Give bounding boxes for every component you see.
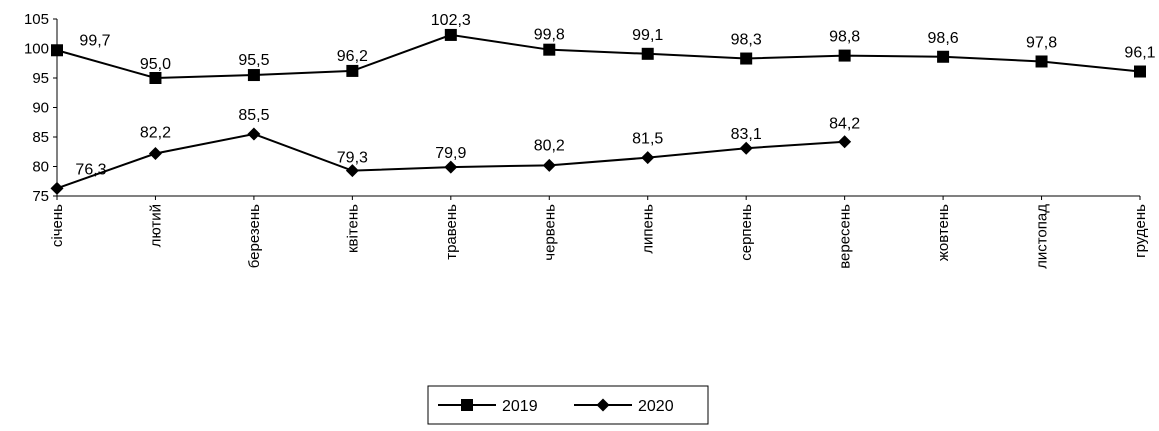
data-label-2020-6: 81,5: [632, 131, 663, 148]
series-line-2019: [56, 33, 1141, 80]
x-tick-label: жовтень: [935, 204, 952, 261]
data-point-2020-3: [345, 164, 359, 178]
series-group: [50, 28, 1146, 195]
data-point-2020-2: [247, 127, 261, 141]
data-point-2019-8: [838, 49, 851, 62]
data-point-2019-7: [740, 52, 753, 65]
data-label-2019-5: 99,8: [534, 27, 565, 44]
data-point-2019-2: [247, 69, 260, 82]
data-point-2019-9: [937, 50, 950, 63]
x-tick-label: грудень: [1132, 204, 1149, 258]
x-tick-label: лютий: [147, 204, 164, 247]
data-point-2019-6: [641, 47, 654, 60]
data-label-2020-4: 79,9: [435, 145, 466, 162]
legend-marker-2019: [461, 399, 473, 411]
axes: 75 80 85 90 95 100 105 січень лютий березень квіте…: [24, 11, 1149, 269]
y-tick-label: 95: [32, 70, 49, 87]
data-label-2020-5: 80,2: [534, 137, 565, 154]
data-point-2020-8: [838, 135, 852, 149]
x-tick-label: березень: [246, 204, 263, 268]
y-tick-label: 75: [32, 188, 49, 205]
x-tick-label: вересень: [837, 204, 854, 269]
data-point-2019-10: [1035, 55, 1048, 68]
data-point-2019-3: [346, 64, 359, 77]
x-tick-label: січень: [49, 204, 66, 247]
data-point-2020-5: [542, 158, 556, 172]
data-point-2019-5: [543, 43, 556, 56]
y-tick-label: 80: [32, 159, 49, 176]
data-point-2020-4: [444, 160, 458, 174]
data-labels: 99,7 95,0 95,5 96,2 102,3 99,8 99,1 98,3 98,8 98,…: [75, 12, 1155, 178]
data-label-2019-3: 96,2: [337, 48, 368, 65]
y-tick-label: 100: [24, 41, 49, 58]
data-label-2020-2: 85,5: [238, 107, 269, 124]
data-label-2019-1: 95,0: [140, 56, 171, 73]
legend-label-2019: 2019: [502, 398, 538, 415]
data-label-2019-11: 96,1: [1124, 45, 1155, 62]
data-label-2019-6: 99,1: [632, 27, 663, 44]
data-label-2019-8: 98,8: [829, 29, 860, 46]
data-point-2019-1: [149, 72, 162, 84]
x-tick-label: листопад: [1034, 204, 1051, 269]
data-label-2019-7: 98,3: [731, 32, 762, 49]
data-label-2020-7: 83,1: [731, 126, 762, 143]
legend-marker-2020: [596, 398, 610, 412]
data-point-2020-0: [50, 181, 64, 195]
data-point-2020-1: [148, 147, 162, 161]
data-label-2019-0: 99,7: [79, 32, 110, 49]
data-point-2020-7: [739, 141, 753, 155]
x-tick-label: червень: [541, 204, 558, 261]
x-tick-label: квітень: [344, 204, 361, 253]
data-label-2019-9: 98,6: [928, 30, 959, 47]
data-label-2019-10: 97,8: [1026, 34, 1057, 51]
y-tick-label: 90: [32, 100, 49, 117]
y-tick-label: 105: [24, 11, 49, 28]
data-label-2020-1: 82,2: [140, 125, 171, 142]
y-tick-label: 85: [32, 129, 49, 146]
data-label-2020-8: 84,2: [829, 116, 860, 133]
x-tick-label: липень: [640, 204, 657, 254]
legend: 2019 2020: [427, 385, 709, 425]
data-point-2019-4: [444, 28, 457, 41]
data-label-2019-2: 95,5: [238, 52, 269, 69]
data-label-2019-4: 102,3: [431, 12, 471, 29]
data-point-2019-0: [51, 44, 63, 57]
data-point-2020-6: [641, 151, 655, 165]
data-point-2019-11: [1134, 65, 1146, 78]
legend-label-2020: 2020: [638, 398, 674, 415]
data-label-2020-3: 79,3: [337, 150, 368, 167]
x-tick-label: травень: [443, 204, 460, 260]
data-label-2020-0: 76,3: [75, 161, 106, 178]
x-tick-label: серпень: [738, 204, 755, 261]
